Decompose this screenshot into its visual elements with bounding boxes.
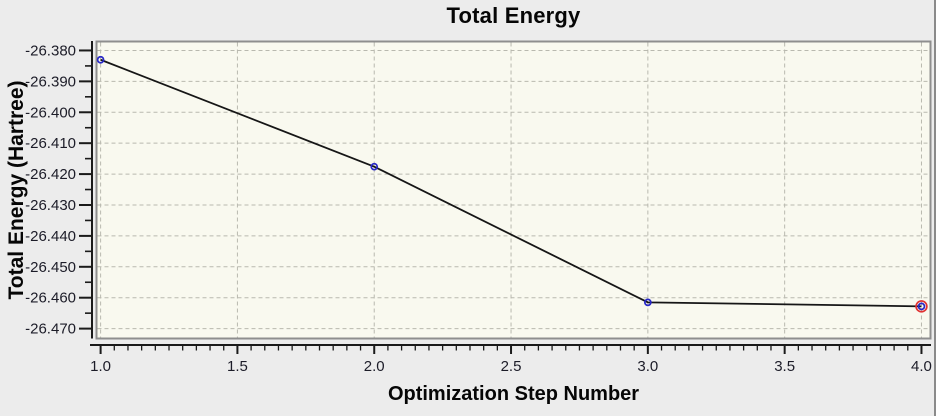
- y-tick-label: -26.430: [25, 197, 76, 214]
- y-tick-label: -26.450: [25, 259, 76, 276]
- y-tick-label: -26.470: [25, 321, 76, 338]
- plot-frame: [95, 40, 932, 340]
- x-tick-label: 2.5: [501, 358, 522, 375]
- x-tick-label: 4.0: [911, 358, 932, 375]
- highlighted-point-ring: [915, 300, 928, 313]
- y-tick-label: -26.410: [25, 135, 76, 152]
- y-tick-label: -26.420: [25, 166, 76, 183]
- y-tick-label: -26.400: [25, 104, 76, 121]
- x-tick-label: 3.5: [774, 358, 795, 375]
- x-tick-label: 1.0: [90, 358, 111, 375]
- y-tick-label: -26.390: [25, 73, 76, 90]
- x-tick-label: 2.0: [364, 358, 385, 375]
- y-tick-label: -26.380: [25, 42, 76, 59]
- y-tick-label: -26.460: [25, 290, 76, 307]
- data-point-marker[interactable]: [917, 302, 926, 311]
- x-axis-title: Optimization Step Number: [387, 383, 640, 405]
- y-tick-label: -26.440: [25, 228, 76, 245]
- chart-title: Total Energy: [446, 3, 581, 28]
- data-point-marker[interactable]: [370, 162, 379, 171]
- x-tick-label: 3.0: [637, 358, 658, 375]
- data-point-marker[interactable]: [643, 298, 652, 307]
- data-line: [100, 58, 922, 308]
- x-tick-label: 1.5: [227, 358, 248, 375]
- plot-background: [96, 41, 931, 339]
- data-point-marker[interactable]: [96, 55, 105, 64]
